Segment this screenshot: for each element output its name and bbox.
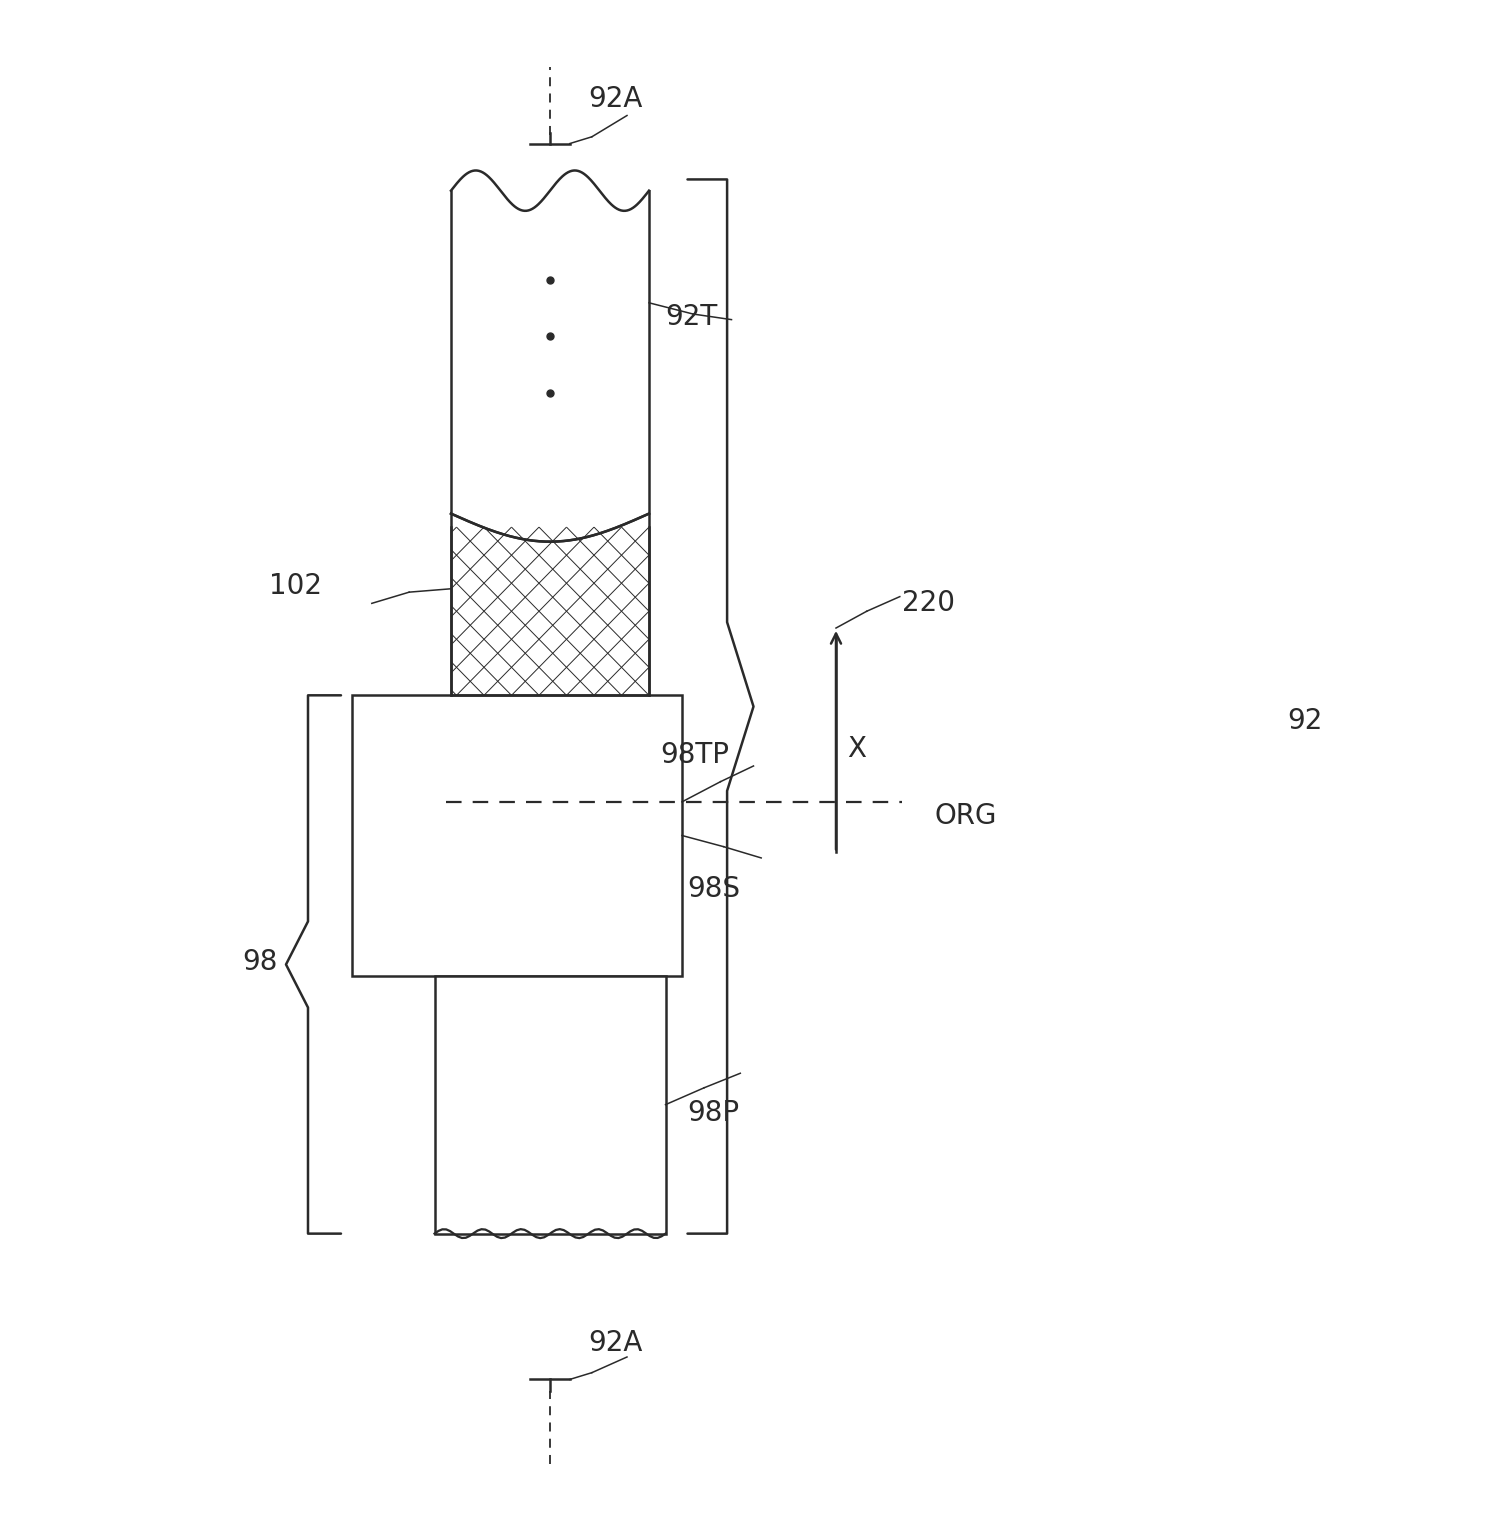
Text: 92: 92 xyxy=(1287,707,1322,734)
Text: 98P: 98P xyxy=(688,1099,740,1128)
Bar xyxy=(352,695,682,975)
Text: 220: 220 xyxy=(901,589,955,618)
Text: X: X xyxy=(846,734,866,763)
Text: 92A: 92A xyxy=(588,1329,643,1358)
Bar xyxy=(451,527,649,695)
Text: 92A: 92A xyxy=(588,85,643,112)
Bar xyxy=(435,975,665,1234)
Text: 98S: 98S xyxy=(688,875,741,904)
Text: 98: 98 xyxy=(242,948,278,977)
Text: 92T: 92T xyxy=(665,303,717,332)
Text: 98TP: 98TP xyxy=(659,740,729,769)
Text: ORG: ORG xyxy=(936,802,998,830)
Text: 102: 102 xyxy=(269,572,322,601)
